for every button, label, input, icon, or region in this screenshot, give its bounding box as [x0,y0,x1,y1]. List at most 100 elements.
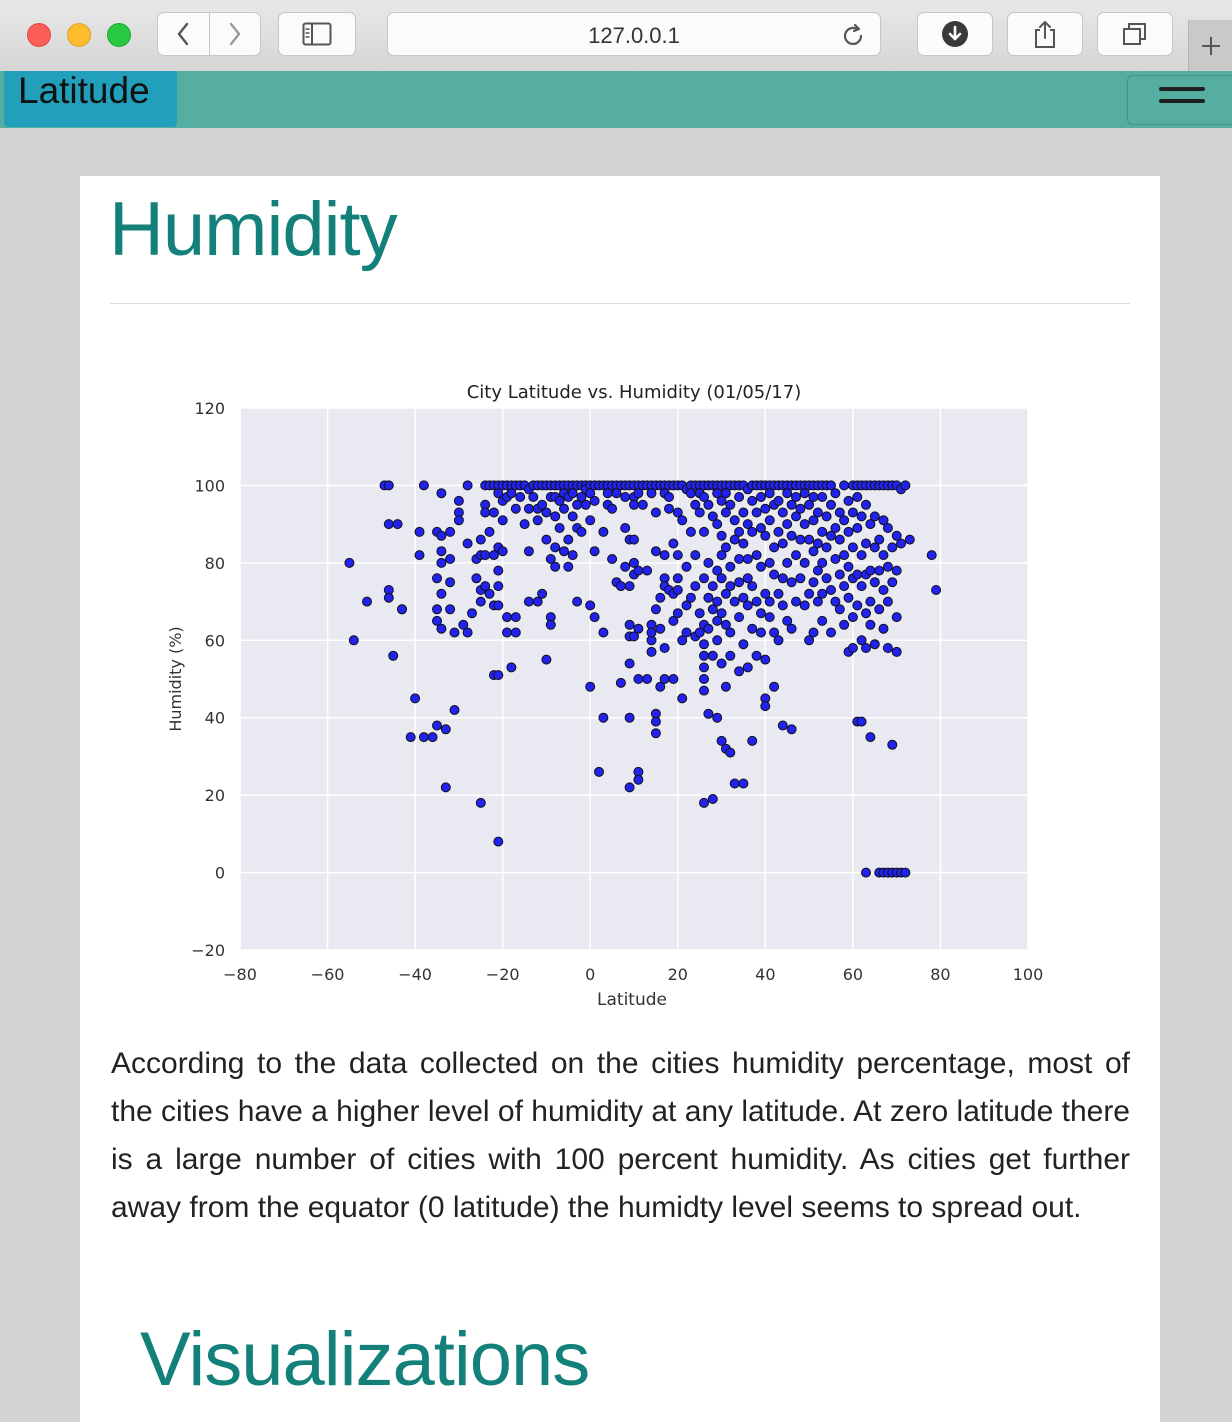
data-point [865,596,876,607]
back-button[interactable] [158,13,209,55]
data-point [861,538,871,549]
data-point [488,507,499,518]
data-point [804,635,815,646]
data-point [418,732,429,743]
data-point [436,557,447,568]
reload-icon[interactable] [840,23,866,55]
address-bar[interactable]: 127.0.0.1 [387,12,881,56]
data-point [615,581,626,592]
data-point [769,542,780,553]
history-nav-group [157,12,261,56]
data-point [589,546,600,557]
data-point [852,600,863,611]
data-point [847,612,858,623]
data-point [414,550,425,561]
data-point [699,797,709,808]
data-point [497,515,508,526]
data-point [528,492,539,502]
data-point [760,530,771,541]
data-point [874,565,885,576]
data-point [668,674,679,684]
address-url: 127.0.0.1 [588,23,680,48]
data-point [707,581,718,592]
hamburger-icon [1159,87,1205,91]
chevron-right-icon [229,22,240,46]
data-point [362,596,372,607]
data-point [620,561,631,572]
sidebar-toggle-button[interactable] [278,12,356,56]
data-point [747,735,758,746]
zoom-window-button[interactable] [107,23,131,47]
data-point [493,600,504,611]
data-point [830,596,841,607]
data-point [760,588,771,599]
data-point [567,511,578,522]
data-point [677,515,688,526]
data-point [821,542,832,553]
data-point [475,596,486,607]
data-point [742,573,753,584]
data-point [865,619,876,630]
data-point [847,507,858,518]
data-point [449,705,460,715]
data-point [861,643,871,653]
forward-button[interactable] [208,13,261,55]
navbar-toggle-button[interactable] [1127,75,1232,125]
minimize-window-button[interactable] [67,23,91,47]
share-button[interactable] [1007,12,1083,56]
data-point [786,499,797,510]
browser-toolbar: 127.0.0.1 [0,0,1232,72]
chevron-left-icon [178,22,189,46]
data-point [729,596,740,607]
data-point [716,495,727,506]
data-point [624,712,635,723]
data-point [519,519,530,530]
data-point [458,619,469,630]
data-point [786,530,797,541]
data-point [685,592,696,603]
data-point [791,550,801,561]
data-point [523,596,534,607]
data-point [821,573,832,584]
data-point [633,488,644,499]
data-point [699,662,709,673]
x-tick-label: 40 [755,965,775,984]
data-point [672,608,683,619]
data-point [751,650,762,661]
data-point [681,561,692,572]
data-point [410,693,421,704]
data-point [427,732,438,743]
downloads-button[interactable] [917,12,993,56]
new-tab-button[interactable] [1188,20,1232,71]
data-point [624,581,635,592]
visualizations-heading: Visualizations [140,1317,590,1402]
data-point [567,488,578,499]
close-window-button[interactable] [27,23,51,47]
data-point [537,499,548,510]
data-point [348,635,359,646]
data-point [436,546,447,557]
data-point [861,867,871,878]
show-tabs-button[interactable] [1097,12,1173,56]
data-point [747,495,758,506]
data-point [497,546,508,557]
data-point [808,546,819,557]
data-point [839,480,850,491]
data-point [839,619,850,630]
data-point [799,600,810,611]
data-point [817,615,828,626]
data-point [852,569,863,580]
data-point [834,534,845,545]
data-point [856,716,867,727]
data-point [699,685,709,696]
data-point [887,542,898,553]
data-point [882,596,893,607]
data-point [773,588,784,599]
download-icon [942,21,968,47]
y-tick-label: 80 [205,554,225,573]
data-point [629,557,639,568]
data-point [725,747,736,758]
data-point [493,836,504,847]
navbar-brand[interactable]: Latitude [4,71,177,127]
y-tick-label: 120 [194,399,225,418]
